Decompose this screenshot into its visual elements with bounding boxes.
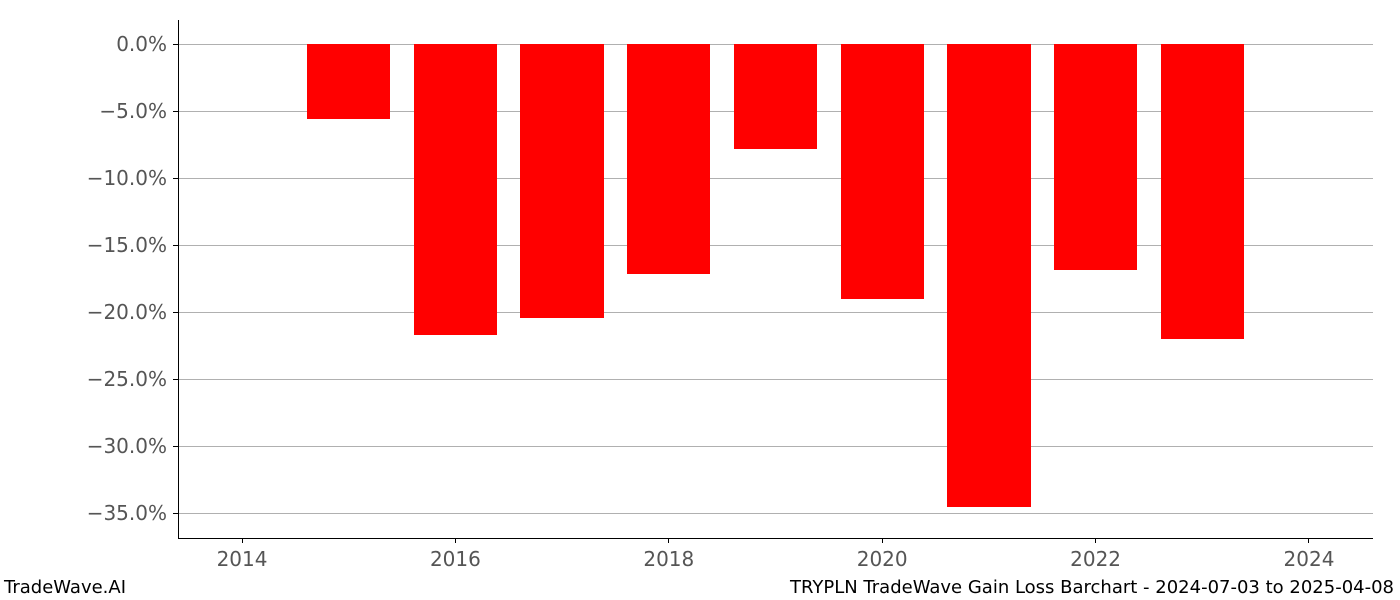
bar — [947, 44, 1030, 507]
y-tick-label: −35.0% — [87, 501, 167, 525]
x-tick-label: 2016 — [415, 547, 495, 571]
x-tick — [1095, 538, 1096, 543]
y-tick-label: 0.0% — [116, 32, 167, 56]
bar — [520, 44, 603, 318]
bar — [414, 44, 497, 335]
x-tick-label: 2014 — [202, 547, 282, 571]
bar — [1054, 44, 1137, 269]
bar — [1161, 44, 1244, 339]
bar — [307, 44, 390, 119]
x-tick — [455, 538, 456, 543]
x-axis-spine — [178, 538, 1373, 539]
x-tick-label: 2020 — [842, 547, 922, 571]
x-tick-label: 2022 — [1056, 547, 1136, 571]
grid-line — [178, 513, 1373, 514]
y-tick-label: −30.0% — [87, 434, 167, 458]
x-tick-label: 2018 — [629, 547, 709, 571]
y-tick-label: −20.0% — [87, 300, 167, 324]
y-tick-label: −10.0% — [87, 166, 167, 190]
caption-right: TRYPLN TradeWave Gain Loss Barchart - 20… — [790, 577, 1394, 598]
figure: TradeWave.AI TRYPLN TradeWave Gain Loss … — [0, 0, 1400, 600]
grid-line — [178, 379, 1373, 380]
y-tick-label: −15.0% — [87, 233, 167, 257]
x-tick — [882, 538, 883, 543]
x-tick — [242, 538, 243, 543]
watermark-left: TradeWave.AI — [4, 577, 126, 598]
x-tick — [1308, 538, 1309, 543]
bar — [627, 44, 710, 273]
y-tick-label: −5.0% — [99, 99, 167, 123]
grid-line — [178, 446, 1373, 447]
y-axis-spine — [178, 20, 179, 538]
bar — [734, 44, 817, 149]
y-tick-label: −25.0% — [87, 367, 167, 391]
bar — [841, 44, 924, 299]
x-tick-label: 2024 — [1269, 547, 1349, 571]
x-tick — [668, 538, 669, 543]
